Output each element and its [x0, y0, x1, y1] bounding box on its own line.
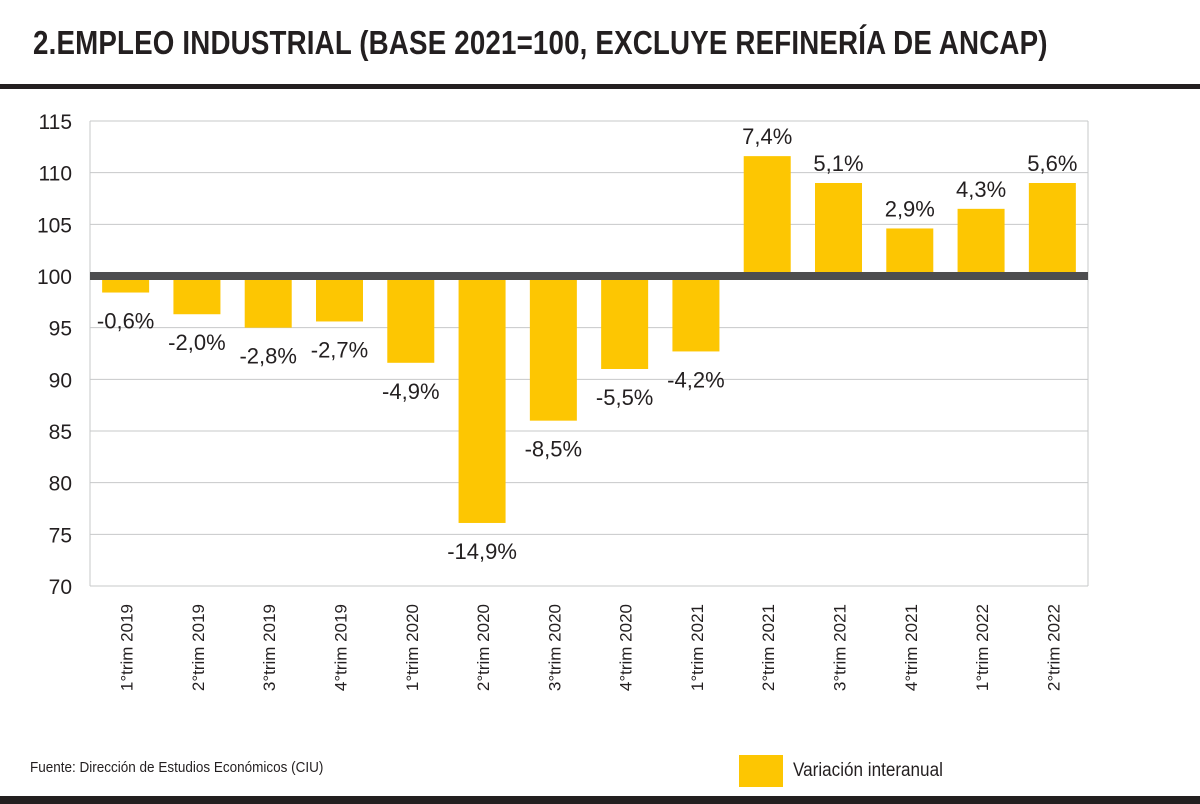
data-label: -2,0%	[168, 330, 225, 355]
legend-label: Variación interanual	[793, 760, 943, 781]
data-label: 4,3%	[956, 177, 1006, 202]
x-tick-label: 2°trim 2021	[759, 604, 778, 691]
baseline-bar	[90, 272, 1088, 280]
bar	[173, 276, 221, 315]
y-tick-label: 85	[49, 421, 72, 444]
data-label: -2,7%	[311, 337, 368, 362]
x-tick-label: 3°trim 2020	[545, 604, 564, 691]
x-axis-categories: 1°trim 2019 2°trim 2019 3°trim 2019 4°trim …	[118, 604, 1064, 691]
chart-title: 2.EMPLEO INDUSTRIAL (BASE 2021=100, EXCL…	[33, 24, 1048, 61]
bar	[244, 276, 292, 328]
y-tick-label: 115	[39, 111, 72, 134]
x-tick-label: 4°trim 2021	[902, 604, 921, 691]
header-rule	[0, 84, 1200, 89]
data-label: -2,8%	[239, 344, 296, 369]
bar	[1028, 183, 1076, 276]
footer-rule	[0, 796, 1200, 804]
bar	[815, 183, 862, 276]
data-label: 5,6%	[1027, 151, 1077, 176]
x-tick-label: 4°trim 2019	[332, 604, 351, 691]
x-tick-label: 1°trim 2022	[973, 604, 992, 691]
y-axis-ticks: 70 75 80 85 90 95 100 105 110 115	[37, 111, 72, 599]
y-tick-label: 105	[37, 214, 72, 237]
data-label: -0,6%	[97, 309, 154, 334]
legend-swatch	[739, 755, 783, 787]
data-label: -8,5%	[525, 437, 582, 462]
bar	[458, 276, 506, 523]
data-label: -4,9%	[382, 379, 439, 404]
baseline	[90, 272, 1088, 280]
data-label: -4,2%	[667, 367, 724, 392]
y-tick-label: 95	[49, 318, 72, 341]
data-label: 5,1%	[813, 151, 863, 176]
legend: Variación interanual	[739, 755, 960, 787]
bar	[529, 276, 577, 421]
data-label: -14,9%	[447, 539, 517, 564]
bars	[102, 156, 1076, 523]
x-tick-label: 3°trim 2021	[831, 604, 850, 691]
x-tick-label: 1°trim 2020	[403, 604, 422, 691]
bar	[886, 228, 934, 276]
bar	[957, 208, 1005, 276]
bar	[672, 276, 720, 352]
bar	[387, 276, 435, 363]
bar-chart: 70 75 80 85 90 95 100 105 110 115 -0,6% -2,0% -2,8%…	[37, 111, 1089, 691]
bar	[601, 276, 649, 369]
y-tick-label: 70	[49, 576, 72, 599]
x-tick-label: 4°trim 2020	[617, 604, 636, 691]
bar	[743, 156, 791, 276]
x-tick-label: 1°trim 2019	[118, 604, 137, 691]
data-label: -5,5%	[596, 385, 653, 410]
x-tick-label: 2°trim 2022	[1044, 604, 1063, 691]
x-tick-label: 1°trim 2021	[688, 604, 707, 691]
y-tick-label: 90	[49, 369, 72, 392]
x-tick-label: 3°trim 2019	[260, 604, 279, 691]
y-tick-label: 75	[49, 524, 72, 547]
y-tick-label: 80	[49, 473, 72, 496]
y-tick-label: 100	[37, 266, 72, 289]
y-tick-label: 110	[39, 163, 72, 186]
x-tick-label: 2°trim 2020	[474, 604, 493, 691]
data-labels: -0,6% -2,0% -2,8% -2,7% -4,9% -14,9% -8,5% -5,5…	[97, 124, 1078, 564]
x-tick-label: 2°trim 2019	[189, 604, 208, 691]
bar	[316, 276, 363, 322]
data-label: 2,9%	[885, 196, 935, 221]
data-label: 7,4%	[742, 124, 792, 149]
source-note: Fuente: Dirección de Estudios Económicos…	[30, 759, 324, 776]
bar	[102, 276, 150, 293]
